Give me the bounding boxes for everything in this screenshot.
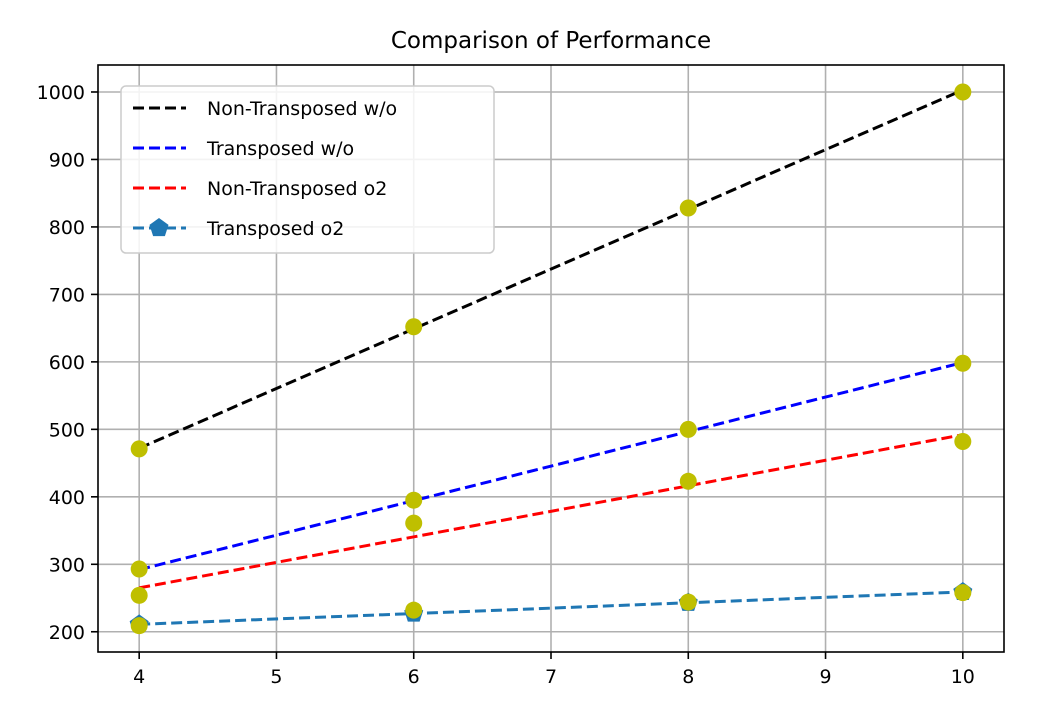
axes: 4 5 6 7 8 9 10 200 300 400 500 600 700 800 900 1000	[37, 64, 1005, 688]
observed-point	[130, 617, 148, 635]
x-tick-label: 7	[545, 666, 557, 688]
legend-label: Non-Transposed o2	[207, 178, 387, 200]
series-line	[138, 433, 964, 590]
observed-point	[679, 472, 697, 490]
observed-point	[679, 420, 697, 438]
observed-point	[405, 514, 423, 532]
y-tick-label: 1000	[37, 82, 85, 104]
y-tick-label: 900	[49, 149, 85, 171]
observed-point	[679, 593, 697, 611]
observed-point	[954, 584, 972, 602]
y-tick-label: 300	[49, 554, 85, 576]
observed-point	[130, 586, 148, 604]
observed-points	[130, 83, 972, 635]
y-tick-label: 200	[49, 622, 85, 644]
legend-label: Non-Transposed w/o	[207, 98, 397, 120]
legend: Non-Transposed w/o Transposed w/o Non-Tran…	[120, 85, 495, 254]
observed-point	[405, 491, 423, 509]
x-tick-label: 9	[819, 666, 831, 688]
legend-label: Transposed w/o	[206, 138, 354, 160]
grid	[98, 65, 1004, 652]
series-line	[138, 88, 964, 450]
x-tick-label: 5	[270, 666, 282, 688]
x-tick-label: 4	[133, 666, 145, 688]
observed-point	[679, 199, 697, 217]
legend-box	[120, 85, 495, 254]
observed-point	[130, 440, 148, 458]
y-tick-label: 800	[49, 217, 85, 239]
series-line	[138, 361, 964, 572]
observed-point	[954, 432, 972, 450]
y-tick-label: 600	[49, 352, 85, 374]
x-tick-label: 10	[951, 666, 975, 688]
observed-point	[954, 354, 972, 372]
series-line	[139, 590, 963, 626]
legend-label: Transposed o2	[206, 218, 344, 240]
chart-title: Comparison of Performance	[391, 28, 711, 54]
legend-marker	[149, 218, 169, 237]
x-tick-label: 6	[408, 666, 420, 688]
observed-point	[954, 83, 972, 101]
y-tick-label: 700	[49, 284, 85, 306]
observed-point	[405, 601, 423, 619]
plot-frame	[97, 64, 1005, 653]
x-tick-label: 8	[682, 666, 694, 688]
observed-point	[405, 318, 423, 336]
y-tick-label: 400	[49, 487, 85, 509]
y-tick-label: 500	[49, 419, 85, 441]
observed-point	[130, 560, 148, 578]
